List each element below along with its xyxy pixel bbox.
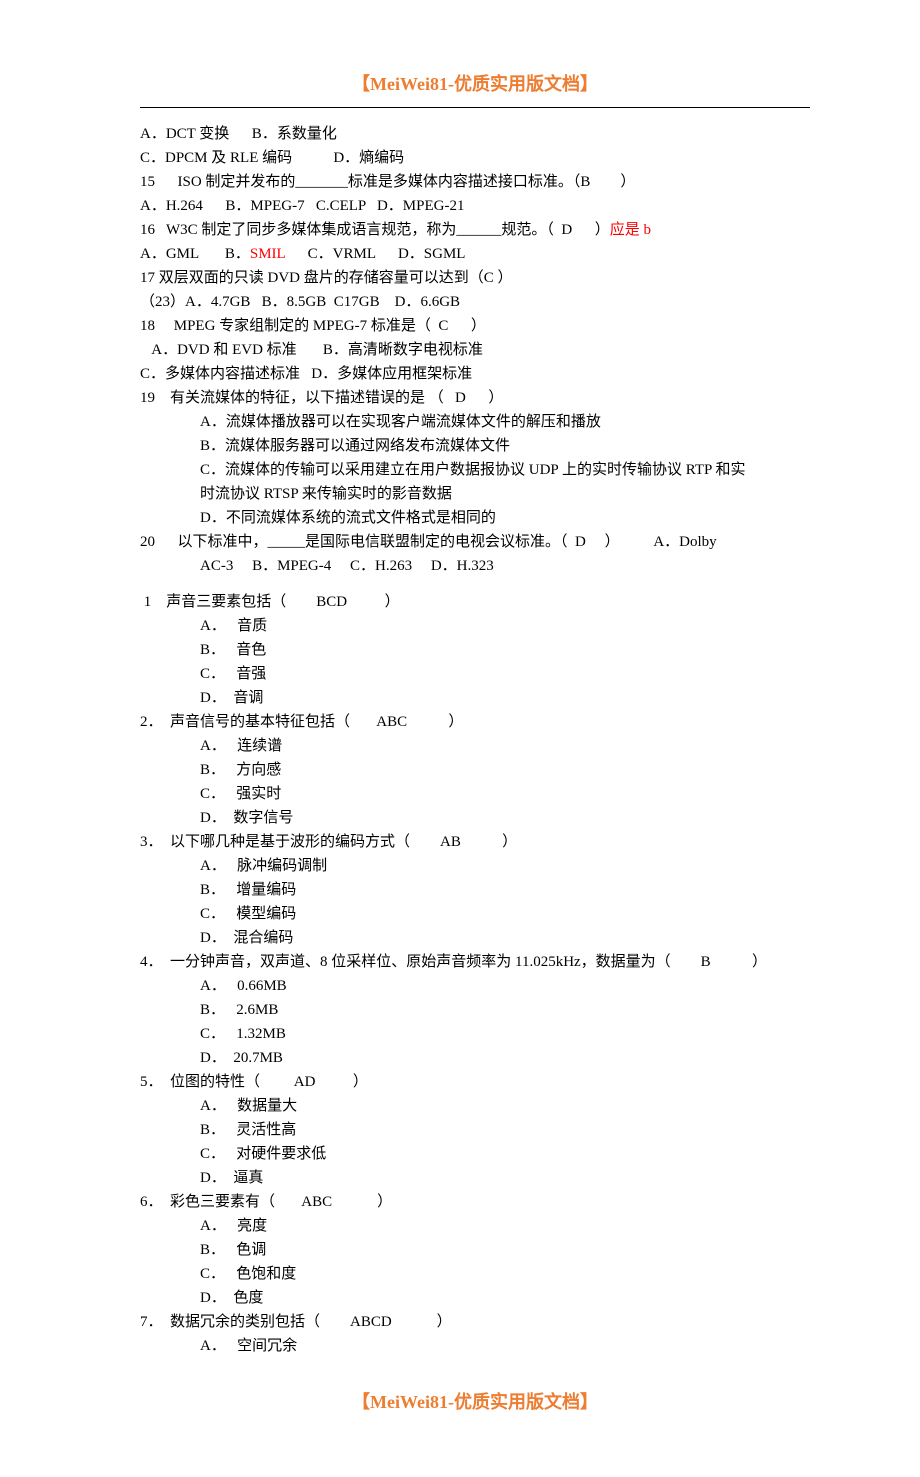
text-line: 时流协议 RTSP 来传输实时的影音数据 xyxy=(140,482,810,506)
text-line: 19 有关流媒体的特征，以下描述错误的是 （ D ） xyxy=(140,386,810,410)
header-underline xyxy=(140,107,810,108)
text-line: C．流媒体的传输可以采用建立在用户数据报协议 UDP 上的实时传输协议 RTP … xyxy=(140,458,810,482)
option-line: B． 音色 xyxy=(140,638,810,662)
text-span: 16 W3C 制定了同步多媒体集成语言规范，称为______规范。（ D ） xyxy=(140,222,610,238)
option-line: C． 音强 xyxy=(140,662,810,686)
option-line: B． 方向感 xyxy=(140,758,810,782)
spacer xyxy=(140,578,810,590)
text-line: （23）A．4.7GB B．8.5GB C17GB D．6.6GB xyxy=(140,290,810,314)
option-line: B． 灵活性高 xyxy=(140,1118,810,1142)
text-line: A．H.264 B．MPEG-7 C.CELP D．MPEG-21 xyxy=(140,194,810,218)
question-line: 2． 声音信号的基本特征包括（ ABC ） xyxy=(140,710,810,734)
document-page: 【MeiWei81-优质实用版文档】 A．DCT 变换 B．系数量化 C．DPC… xyxy=(0,0,920,1477)
text-line: A．GML B．SMIL C．VRML D．SGML xyxy=(140,242,810,266)
option-line: B． 增量编码 xyxy=(140,878,810,902)
page-footer: 【MeiWei81-优质实用版文档】 xyxy=(140,1388,810,1417)
text-line: AC-3 B．MPEG-4 C．H.263 D．H.323 xyxy=(140,554,810,578)
text-line: 17 双层双面的只读 DVD 盘片的存储容量可以达到（C ） xyxy=(140,266,810,290)
text-line: B．流媒体服务器可以通过网络发布流媒体文件 xyxy=(140,434,810,458)
option-line: D． 逼真 xyxy=(140,1166,810,1190)
text-line: D．不同流媒体系统的流式文件格式是相同的 xyxy=(140,506,810,530)
option-line: A． 脉冲编码调制 xyxy=(140,854,810,878)
option-line: C． 对硬件要求低 xyxy=(140,1142,810,1166)
text-line: 18 MPEG 专家组制定的 MPEG-7 标准是（ C ） xyxy=(140,314,810,338)
option-line: B． 2.6MB xyxy=(140,998,810,1022)
page-header: 【MeiWei81-优质实用版文档】 xyxy=(140,70,810,99)
text-line: A．DCT 变换 B．系数量化 xyxy=(140,122,810,146)
text-span: C．VRML D．SGML xyxy=(285,246,465,262)
option-line: A． 数据量大 xyxy=(140,1094,810,1118)
option-line: C． 强实时 xyxy=(140,782,810,806)
text-line: A．流媒体播放器可以在实现客户端流媒体文件的解压和播放 xyxy=(140,410,810,434)
option-line: C． 色饱和度 xyxy=(140,1262,810,1286)
question-line: 5． 位图的特性（ AD ） xyxy=(140,1070,810,1094)
option-line: A． 空间冗余 xyxy=(140,1334,810,1358)
text-line: C．DPCM 及 RLE 编码 D．熵编码 xyxy=(140,146,810,170)
option-line: A． 连续谱 xyxy=(140,734,810,758)
option-line: D． 色度 xyxy=(140,1286,810,1310)
text-line: 15 ISO 制定并发布的_______标准是多媒体内容描述接口标准。（B ） xyxy=(140,170,810,194)
red-annotation: 应是 b xyxy=(610,222,651,238)
question-line: 1 声音三要素包括（ BCD ） xyxy=(140,590,810,614)
option-line: B． 色调 xyxy=(140,1238,810,1262)
option-line: A． 亮度 xyxy=(140,1214,810,1238)
option-line: A． 0.66MB xyxy=(140,974,810,998)
text-line: 20 以下标准中，_____是国际电信联盟制定的电视会议标准。（ D ） A．D… xyxy=(140,530,810,554)
red-annotation: SMIL xyxy=(250,246,285,262)
text-line: 16 W3C 制定了同步多媒体集成语言规范，称为______规范。（ D ）应是… xyxy=(140,218,810,242)
option-line: C． 1.32MB xyxy=(140,1022,810,1046)
option-line: D． 20.7MB xyxy=(140,1046,810,1070)
option-line: D． 数字信号 xyxy=(140,806,810,830)
text-line: A．DVD 和 EVD 标准 B．高清晰数字电视标准 xyxy=(140,338,810,362)
question-line: 4． 一分钟声音，双声道、8 位采样位、原始声音频率为 11.025kHz，数据… xyxy=(140,950,810,974)
question-line: 7． 数据冗余的类别包括（ ABCD ） xyxy=(140,1310,810,1334)
option-line: A． 音质 xyxy=(140,614,810,638)
option-line: D． 音调 xyxy=(140,686,810,710)
text-line: C．多媒体内容描述标准 D．多媒体应用框架标准 xyxy=(140,362,810,386)
option-line: D． 混合编码 xyxy=(140,926,810,950)
question-line: 6． 彩色三要素有（ ABC ） xyxy=(140,1190,810,1214)
question-line: 3． 以下哪几种是基于波形的编码方式（ AB ） xyxy=(140,830,810,854)
text-span: A．GML B． xyxy=(140,246,250,262)
option-line: C． 模型编码 xyxy=(140,902,810,926)
